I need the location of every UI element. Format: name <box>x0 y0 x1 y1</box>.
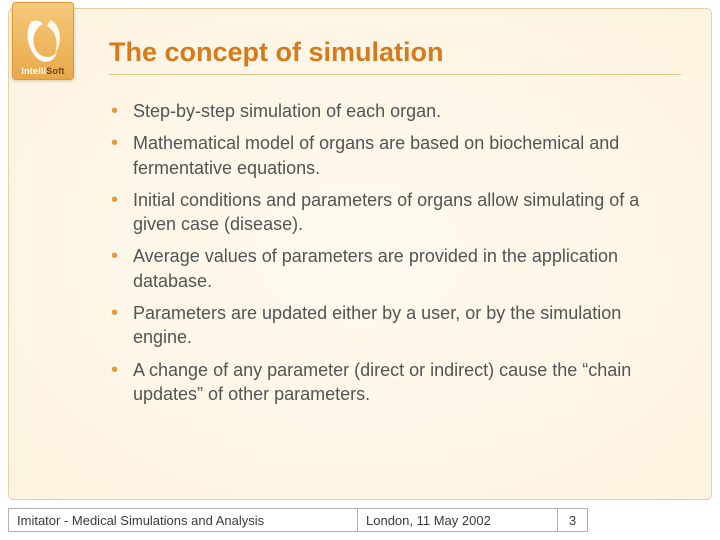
logo-text-a: Intelli <box>21 66 46 76</box>
footer-page-number: 3 <box>558 508 588 532</box>
list-item: Initial conditions and parameters of org… <box>109 188 671 237</box>
logo-swirl-icon <box>21 16 65 66</box>
content-area: Step-by-step simulation of each organ. M… <box>109 99 671 469</box>
logo-text-b: Soft <box>46 66 64 76</box>
slide-footer: Imitator - Medical Simulations and Analy… <box>8 508 712 532</box>
logo-text: IntelliSoft <box>21 66 64 76</box>
footer-location-date: London, 11 May 2002 <box>358 508 558 532</box>
list-item: Step-by-step simulation of each organ. <box>109 99 671 123</box>
bullet-list: Step-by-step simulation of each organ. M… <box>109 99 671 406</box>
list-item: Average values of parameters are provide… <box>109 244 671 293</box>
list-item: A change of any parameter (direct or ind… <box>109 358 671 407</box>
list-item: Parameters are updated either by a user,… <box>109 301 671 350</box>
brand-logo: IntelliSoft <box>12 2 74 80</box>
title-area: The concept of simulation <box>109 37 681 75</box>
footer-project: Imitator - Medical Simulations and Analy… <box>8 508 358 532</box>
slide-panel: The concept of simulation Step-by-step s… <box>8 8 712 500</box>
list-item: Mathematical model of organs are based o… <box>109 131 671 180</box>
slide-title: The concept of simulation <box>109 37 681 68</box>
title-divider <box>109 74 681 75</box>
